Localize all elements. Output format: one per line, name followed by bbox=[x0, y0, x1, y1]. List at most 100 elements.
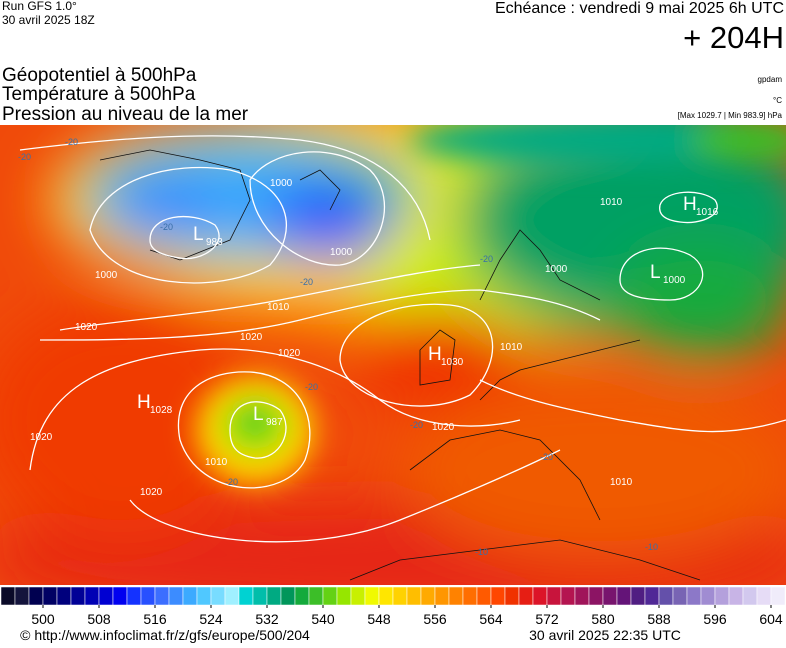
isobar-label: 1010 bbox=[600, 197, 623, 208]
colorbar-label: 500 bbox=[31, 611, 55, 627]
isobar-label: 1010 bbox=[500, 342, 523, 353]
colorbar-swatch bbox=[714, 586, 730, 606]
center-letter: L bbox=[253, 404, 264, 425]
colorbar-swatch bbox=[658, 586, 674, 606]
extremes: [Max 1029.7 | Min 983.9] hPa bbox=[678, 111, 783, 120]
colorbar-label: 588 bbox=[647, 611, 671, 627]
colorbar-swatch bbox=[532, 586, 548, 606]
center-letter: L bbox=[193, 224, 204, 245]
unit: °C bbox=[773, 96, 782, 105]
colorbar-label: 540 bbox=[311, 611, 335, 627]
colorbar-swatch bbox=[644, 586, 660, 606]
colorbar-label: 604 bbox=[759, 611, 783, 627]
colorbar-swatch bbox=[280, 586, 296, 606]
isobar-label: 1010 bbox=[205, 457, 228, 468]
field: Pression au niveau de la mer bbox=[2, 104, 249, 125]
colorbar-swatch bbox=[546, 586, 562, 606]
colorbar-swatch bbox=[602, 586, 618, 606]
colorbar-swatch bbox=[84, 586, 100, 606]
colorbar-label: 548 bbox=[367, 611, 391, 627]
colorbar-swatch bbox=[126, 586, 142, 606]
colorbar-swatch bbox=[420, 586, 436, 606]
colorbar: 500 508 516 524 532 540 548 556 564 572 580 588 596 6… bbox=[0, 586, 786, 627]
center-pressure: 1016 bbox=[696, 207, 719, 218]
colorbar-swatch bbox=[322, 586, 338, 606]
temp-label: -10 bbox=[475, 547, 488, 557]
colorbar-swatch bbox=[56, 586, 72, 606]
colorbar-swatch bbox=[154, 586, 170, 606]
isobar-label: 1010 bbox=[267, 302, 290, 313]
colorbar-swatch bbox=[574, 586, 590, 606]
colorbar-swatch bbox=[434, 586, 450, 606]
colorbar-swatch bbox=[196, 586, 212, 606]
isobar-label: 1000 bbox=[95, 270, 118, 281]
colorbar-swatch bbox=[770, 586, 786, 606]
center-letter: L bbox=[650, 262, 661, 283]
colorbar-swatch bbox=[518, 586, 534, 606]
run: Run GFS 1.0° bbox=[2, 0, 77, 13]
colorbar-swatch bbox=[462, 586, 478, 606]
temp-label: -20 bbox=[540, 452, 553, 462]
colorbar-label: 564 bbox=[479, 611, 503, 627]
colorbar-swatch bbox=[406, 586, 422, 606]
colorbar-swatch bbox=[42, 586, 58, 606]
temp-label: -10 bbox=[645, 542, 658, 552]
unit: gpdam bbox=[758, 75, 783, 84]
center-pressure: 1028 bbox=[150, 405, 173, 416]
colorbar-swatch bbox=[686, 586, 702, 606]
colorbar-swatch bbox=[672, 586, 688, 606]
center-pressure: 987 bbox=[266, 417, 283, 428]
temp-label: -20 bbox=[480, 254, 493, 264]
colorbar-swatch bbox=[560, 586, 576, 606]
temp-label: -20 bbox=[65, 137, 78, 147]
colorbar-swatch bbox=[98, 586, 114, 606]
field: Température à 500hPa bbox=[2, 84, 196, 105]
center-pressure: 1000 bbox=[663, 275, 686, 286]
colorbar-swatch bbox=[588, 586, 604, 606]
colorbar-swatch bbox=[364, 586, 380, 606]
isobar-label: 1000 bbox=[545, 264, 568, 275]
field: Géopotentiel à 500hPa bbox=[2, 65, 197, 86]
colorbar-swatch bbox=[140, 586, 156, 606]
run-date: 30 avril 2025 18Z bbox=[2, 13, 95, 27]
colorbar-swatch bbox=[448, 586, 464, 606]
temp-label: -20 bbox=[305, 382, 318, 392]
temp-label: -20 bbox=[410, 420, 423, 430]
colorbar-swatch bbox=[392, 586, 408, 606]
temp-label: -20 bbox=[160, 222, 173, 232]
colorbar-swatch bbox=[350, 586, 366, 606]
colorbar-swatch bbox=[224, 586, 240, 606]
isobar-label: 1020 bbox=[140, 487, 163, 498]
isobar-label: 1000 bbox=[270, 178, 293, 189]
colorbar-swatch bbox=[728, 586, 744, 606]
colorbar-swatch bbox=[378, 586, 394, 606]
colorbar-swatch bbox=[266, 586, 282, 606]
colorbar-swatch bbox=[294, 586, 310, 606]
temp-label: -20 bbox=[300, 277, 313, 287]
isobar-label: 1010 bbox=[610, 477, 633, 488]
isobar-label: 1020 bbox=[432, 422, 455, 433]
colorbar-swatch bbox=[0, 586, 16, 606]
colorbar-swatch bbox=[504, 586, 520, 606]
center-pressure: 983 bbox=[206, 237, 223, 248]
isobar-label: 1020 bbox=[75, 322, 98, 333]
colorbar-swatch bbox=[756, 586, 772, 606]
center-letter: H bbox=[428, 344, 442, 365]
colorbar-swatch bbox=[490, 586, 506, 606]
colorbar-swatch bbox=[112, 586, 128, 606]
colorbar-label: 596 bbox=[703, 611, 727, 627]
center-letter: H bbox=[137, 392, 151, 413]
colorbar-swatch bbox=[308, 586, 324, 606]
colorbar-label: 532 bbox=[255, 611, 279, 627]
isobar-label: 1020 bbox=[278, 348, 301, 359]
temp-label: -20 bbox=[18, 152, 31, 162]
colorbar-label: 572 bbox=[535, 611, 559, 627]
colorbar-swatch bbox=[210, 586, 226, 606]
colorbar-swatch bbox=[742, 586, 758, 606]
temp-label: -20 bbox=[225, 477, 238, 487]
colorbar-label: 556 bbox=[423, 611, 447, 627]
isobar-label: 1020 bbox=[30, 432, 53, 443]
source-url: © http://www.infoclimat.fr/z/gfs/europe/… bbox=[20, 627, 310, 643]
colorbar-swatch bbox=[336, 586, 352, 606]
